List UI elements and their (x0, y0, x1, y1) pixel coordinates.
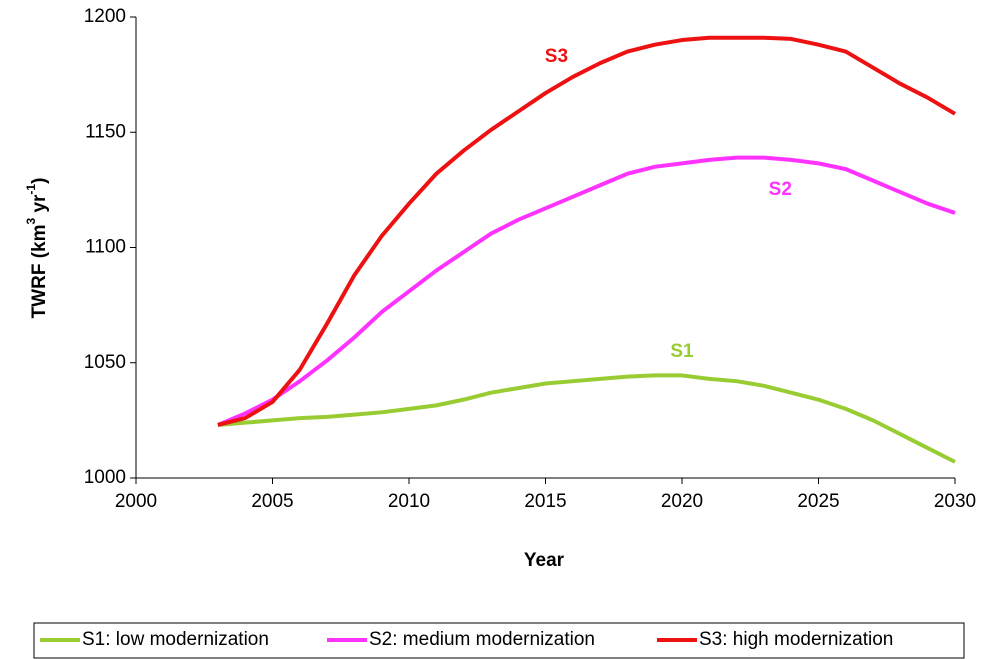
x-axis-label: Year (524, 550, 565, 571)
series-line (217, 373, 956, 464)
x-tick-label: 2005 (251, 491, 293, 512)
annotation: S1 (670, 341, 694, 362)
x-tick-label: 2025 (797, 491, 839, 512)
y-tick-label: 1050 (84, 352, 126, 373)
x-tick-label: 2020 (661, 491, 703, 512)
y-tick-label: 1000 (84, 467, 126, 488)
legend-box (33, 622, 965, 659)
legend-label: S2: medium modernization (369, 629, 595, 650)
x-tick-label: 2000 (115, 491, 157, 512)
legend-label: S3: high modernization (699, 629, 893, 650)
y-tick-label: 1200 (84, 6, 126, 27)
series-line (217, 35, 957, 427)
series-line (217, 155, 956, 427)
x-tick-label: 2010 (388, 491, 430, 512)
y-axis-label: TWRF (km3 yr-1) (24, 178, 50, 319)
y-tick-label: 1150 (85, 121, 126, 142)
x-tick-label: 2030 (934, 491, 976, 512)
annotation: S2 (769, 179, 792, 200)
y-tick-label: 1100 (85, 237, 126, 258)
annotation: S3 (545, 46, 568, 67)
legend-label: S1: low modernization (82, 629, 269, 650)
x-tick-label: 2015 (524, 491, 566, 512)
